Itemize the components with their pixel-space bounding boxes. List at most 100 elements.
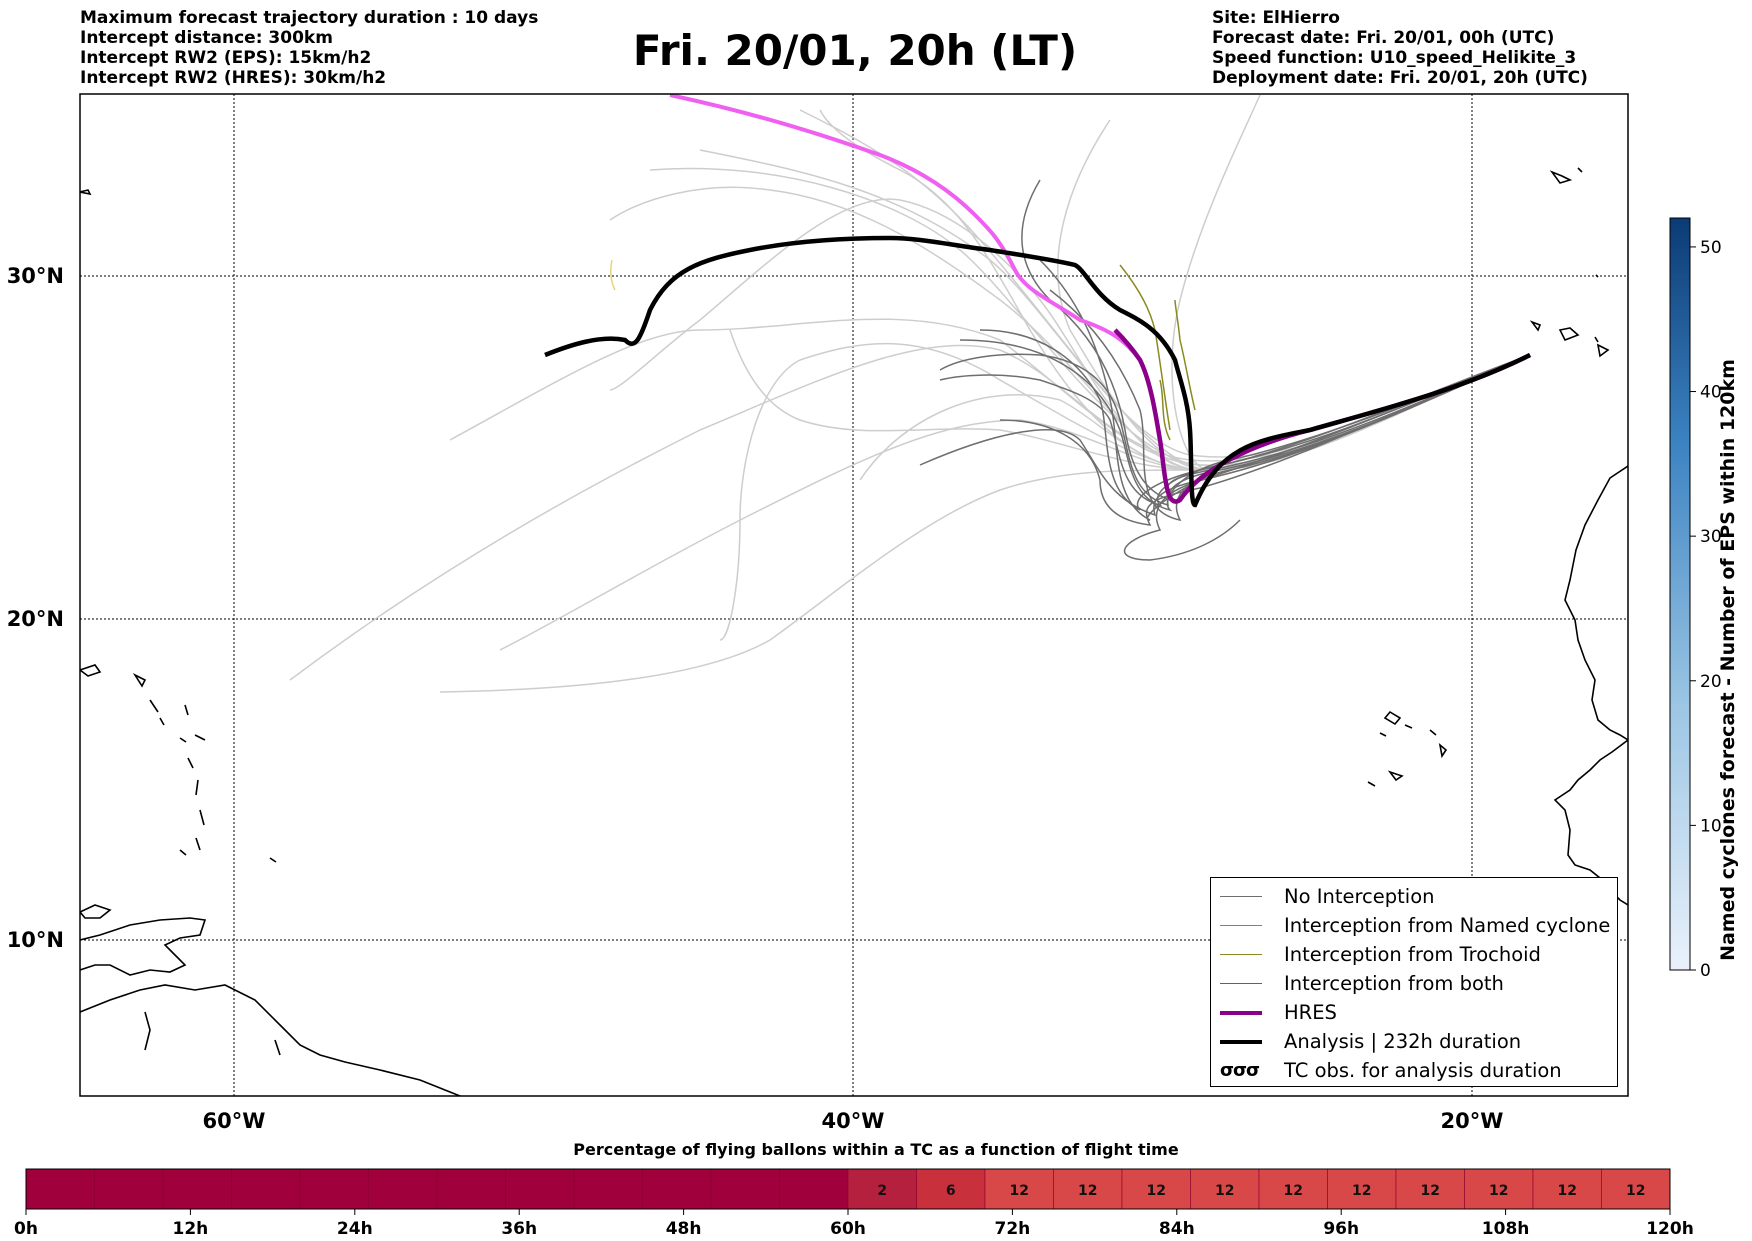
header-left-line: Maximum forecast trajectory duration : 1…	[80, 8, 539, 28]
timebar-cell-value: 12	[1147, 1183, 1166, 1199]
trochoid-track	[1174, 299, 1196, 411]
lon-label-60w: 60°W	[203, 1109, 266, 1133]
timebar-tick-label: 12h	[173, 1219, 209, 1239]
lon-label-20w: 20°W	[1441, 1109, 1504, 1133]
legend-label: No Interception	[1284, 885, 1435, 908]
trochoid-track	[1159, 379, 1171, 441]
timebar-cell	[231, 1168, 301, 1210]
timebar-ticks: 0h 12h 24h 36h 48h 60h 72h 84h 96h 108h 120h	[14, 1209, 1694, 1239]
timebar-cell	[368, 1168, 438, 1210]
lat-label-10n: 10°N	[7, 928, 64, 952]
timebar-cell-value: 12	[1078, 1183, 1097, 1199]
header-info-right: Site: ElHierro Forecast date: Fri. 20/01…	[1212, 8, 1588, 88]
coastlines	[80, 167, 1628, 1096]
legend-item-tc-obs: σσσ TC obs. for analysis duration	[1211, 1056, 1617, 1085]
eps-track	[1021, 179, 1531, 502]
timebar-tick-label: 96h	[1323, 1219, 1359, 1239]
timebar-cell-value: 12	[1558, 1183, 1577, 1199]
header-left-line: Intercept RW2 (HRES): 30km/h2	[80, 68, 387, 88]
coastline-island	[80, 664, 102, 677]
timebar-cell	[25, 1168, 95, 1210]
tc-symbol-icon: σσσ	[1220, 1060, 1260, 1081]
timebar-cell	[1258, 1168, 1328, 1210]
legend-label: TC obs. for analysis duration	[1284, 1059, 1562, 1082]
colorbar-label: Named cyclones forecast - Number of EPS …	[1717, 359, 1739, 961]
eps-track	[729, 329, 1531, 471]
eps-track	[939, 353, 1531, 507]
timebar-cell-value: 12	[1421, 1183, 1440, 1199]
legend-label: Analysis | 232h duration	[1284, 1030, 1522, 1053]
timebar-cell-value: 6	[946, 1183, 956, 1199]
graticule	[80, 94, 1628, 1096]
header-right-line: Site: ElHierro	[1212, 8, 1340, 28]
lat-label-20n: 20°N	[7, 607, 64, 631]
header-info-left: Maximum forecast trajectory duration : 1…	[80, 8, 538, 88]
legend-swatch	[1220, 925, 1262, 926]
legend-item-both: Interception from both	[1211, 969, 1617, 998]
header-right-line: Deployment date: Fri. 20/01, 20h (UTC)	[1212, 68, 1588, 88]
timebar-cell-value: 12	[1352, 1183, 1371, 1199]
timebar-cell	[642, 1168, 712, 1210]
colorbar: 0 10 20 30 40 50	[1669, 217, 1722, 981]
legend-swatch	[1220, 1010, 1262, 1015]
eps-track	[959, 339, 1531, 512]
coastline-lesser-antilles	[132, 672, 281, 1056]
timebar-tick-label: 72h	[995, 1219, 1031, 1239]
map-frame	[79, 93, 1629, 1097]
coastline-island	[80, 189, 92, 196]
colorbar-tick-label: 0	[1700, 961, 1711, 981]
timebar-cell-value: 2	[877, 1183, 887, 1199]
timebar-cell	[162, 1168, 232, 1210]
coastline-caribbean	[80, 917, 207, 976]
colorbar-tick-label: 20	[1700, 672, 1722, 692]
timebar-cell	[573, 1168, 643, 1210]
coastline-canary-islands	[1529, 320, 1610, 358]
legend-item-no-interception: No Interception	[1211, 882, 1617, 911]
colorbar-tick-label: 50	[1700, 238, 1722, 258]
timebar-cell	[1395, 1168, 1465, 1210]
timebar-tick-label: 24h	[337, 1219, 373, 1239]
timebar-cell	[1190, 1168, 1260, 1210]
timebar-cells: 2 6 12 12 12 12 12 12 12 12 12 12	[25, 1168, 1671, 1210]
analysis-trajectory	[544, 235, 1532, 508]
coastline-west-africa	[1564, 465, 1628, 741]
timebar-tick-label: 84h	[1159, 1219, 1195, 1239]
timebar-cell	[1532, 1168, 1602, 1210]
timebar-tick-label: 36h	[501, 1219, 537, 1239]
timebar-tick-label: 48h	[666, 1219, 702, 1239]
legend-swatch	[1220, 1039, 1262, 1044]
main-title: Fri. 20/01, 20h (LT)	[632, 26, 1078, 75]
timebar-tick-label: 120h	[1646, 1219, 1694, 1239]
header-left-line: Intercept RW2 (EPS): 15km/h2	[80, 48, 372, 68]
timebar-cell-value: 12	[1215, 1183, 1234, 1199]
timebar-cell	[299, 1168, 369, 1210]
timebar-cell	[779, 1168, 849, 1210]
legend-item-analysis: Analysis | 232h duration	[1211, 1027, 1617, 1056]
legend-label: Interception from both	[1284, 972, 1504, 995]
timebar-cell	[436, 1168, 506, 1210]
timebar-tick-label: 0h	[14, 1219, 38, 1239]
timebar-cell	[1464, 1168, 1534, 1210]
timebar-cell	[505, 1168, 575, 1210]
timebar-cell	[94, 1168, 164, 1210]
timebar-cell-value: 12	[1489, 1183, 1508, 1199]
legend-item-hres: HRES	[1211, 998, 1617, 1027]
legend-swatch	[1220, 896, 1262, 897]
legend: No Interception Interception from Named …	[1210, 877, 1618, 1087]
header-right-line: Forecast date: Fri. 20/01, 00h (UTC)	[1212, 28, 1555, 48]
colorbar-tick-label: 10	[1700, 816, 1722, 836]
colorbar-tick-label: 30	[1700, 527, 1722, 547]
legend-item-trochoid: Interception from Trochoid	[1211, 940, 1617, 969]
coastline-cape-verde	[1367, 710, 1448, 787]
lat-label-30n: 30°N	[7, 264, 64, 288]
legend-swatch	[1220, 954, 1262, 955]
timebar-cell-value: 12	[1010, 1183, 1029, 1199]
eps-track	[999, 354, 1531, 526]
legend-swatch	[1220, 983, 1262, 984]
coastline-island	[80, 904, 112, 919]
coastline-south-america	[80, 984, 463, 1096]
timebar-cell-value: 12	[1284, 1183, 1303, 1199]
header-left-line: Intercept distance: 300km	[80, 28, 333, 48]
eps-track	[939, 354, 1531, 507]
